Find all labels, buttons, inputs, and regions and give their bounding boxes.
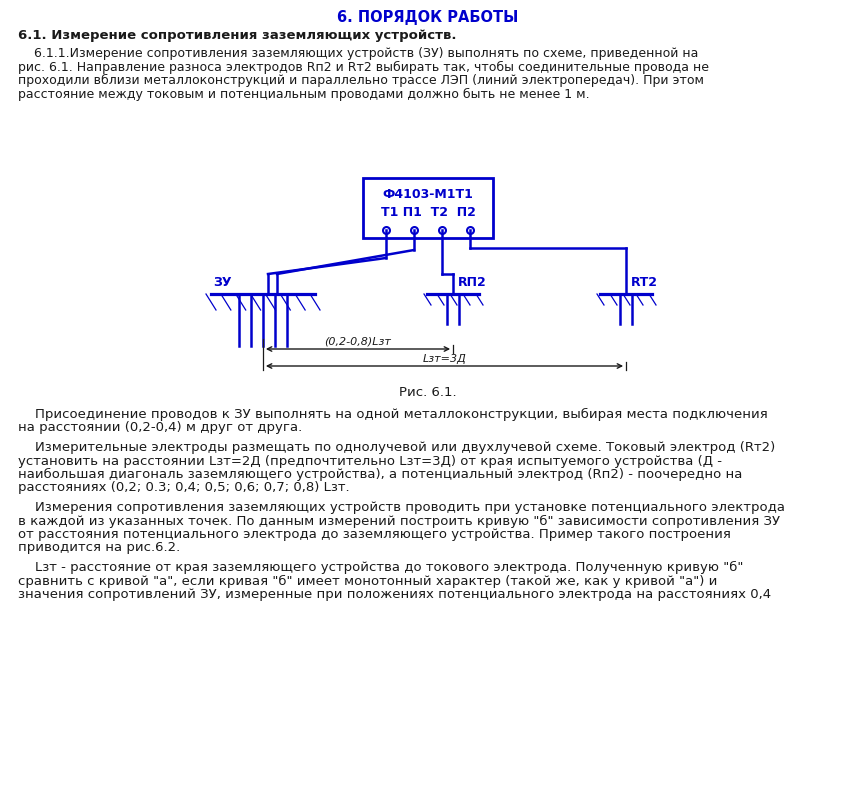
Text: на расстоянии (0,2-0,4) м друг от друга.: на расстоянии (0,2-0,4) м друг от друга. xyxy=(18,422,303,434)
Text: ЗУ: ЗУ xyxy=(213,276,231,289)
Text: Измерения сопротивления заземляющих устройств проводить при установке потенциаль: Измерения сопротивления заземляющих устр… xyxy=(18,501,785,514)
Text: 6. ПОРЯДОК РАБОТЫ: 6. ПОРЯДОК РАБОТЫ xyxy=(338,10,518,25)
Text: рис. 6.1. Направление разноса электродов Rп2 и Rт2 выбирать так, чтобы соедините: рис. 6.1. Направление разноса электродов… xyxy=(18,61,709,74)
Bar xyxy=(363,178,493,238)
Text: Lзт - расстояние от края заземляющего устройства до токового электрода. Полученн: Lзт - расстояние от края заземляющего ус… xyxy=(18,561,743,574)
Text: установить на расстоянии Lзт=2Д (предпочтительно Lзт=3Д) от края испытуемого уст: установить на расстоянии Lзт=2Д (предпоч… xyxy=(18,454,722,467)
Text: значения сопротивлений ЗУ, измеренные при положениях потенциального электрода на: значения сопротивлений ЗУ, измеренные пр… xyxy=(18,588,771,601)
Text: в каждой из указанных точек. По данным измерений построить кривую "б" зависимост: в каждой из указанных точек. По данным и… xyxy=(18,514,780,527)
Text: приводится на рис.6.2.: приводится на рис.6.2. xyxy=(18,542,180,554)
Text: расстояние между токовым и потенциальным проводами должно быть не менее 1 м.: расстояние между токовым и потенциальным… xyxy=(18,87,590,101)
Text: Присоединение проводов к ЗУ выполнять на одной металлоконструкции, выбирая места: Присоединение проводов к ЗУ выполнять на… xyxy=(18,408,768,421)
Text: от расстояния потенциального электрода до заземляющего устройства. Пример такого: от расстояния потенциального электрода д… xyxy=(18,528,731,541)
Text: Измерительные электроды размещать по однолучевой или двухлучевой схеме. Токовый : Измерительные электроды размещать по одн… xyxy=(18,441,776,454)
Text: наибольшая диагональ заземляющего устройства), а потенциальный электрод (Rп2) - : наибольшая диагональ заземляющего устрой… xyxy=(18,468,742,481)
Text: сравнить с кривой "а", если кривая "б" имеет монотонный характер (такой же, как : сравнить с кривой "а", если кривая "б" и… xyxy=(18,574,717,587)
Text: Рис. 6.1.: Рис. 6.1. xyxy=(399,386,457,399)
Text: 6.1.1.Измерение сопротивления заземляющих устройств (ЗУ) выполнять по схеме, при: 6.1.1.Измерение сопротивления заземляющи… xyxy=(18,47,698,60)
Text: RП2: RП2 xyxy=(458,276,487,289)
Text: RТ2: RТ2 xyxy=(631,276,658,289)
Text: расстояниях (0,2; 0.3; 0,4; 0,5; 0,6; 0,7; 0,8) Lзт.: расстояниях (0,2; 0.3; 0,4; 0,5; 0,6; 0,… xyxy=(18,482,350,494)
Text: (0,2-0,8)Lзт: (0,2-0,8)Lзт xyxy=(325,337,392,347)
Text: проходили вблизи металлоконструкций и параллельно трассе ЛЭП (линий электроперед: проходили вблизи металлоконструкций и па… xyxy=(18,74,704,87)
Text: Ф4103-М1Т1: Ф4103-М1Т1 xyxy=(382,188,473,201)
Text: Lзт=3Д: Lзт=3Д xyxy=(423,354,466,364)
Text: 6.1. Измерение сопротивления заземляющих устройств.: 6.1. Измерение сопротивления заземляющих… xyxy=(18,29,457,42)
Text: Т1 П1  Т2  П2: Т1 П1 Т2 П2 xyxy=(381,206,476,219)
